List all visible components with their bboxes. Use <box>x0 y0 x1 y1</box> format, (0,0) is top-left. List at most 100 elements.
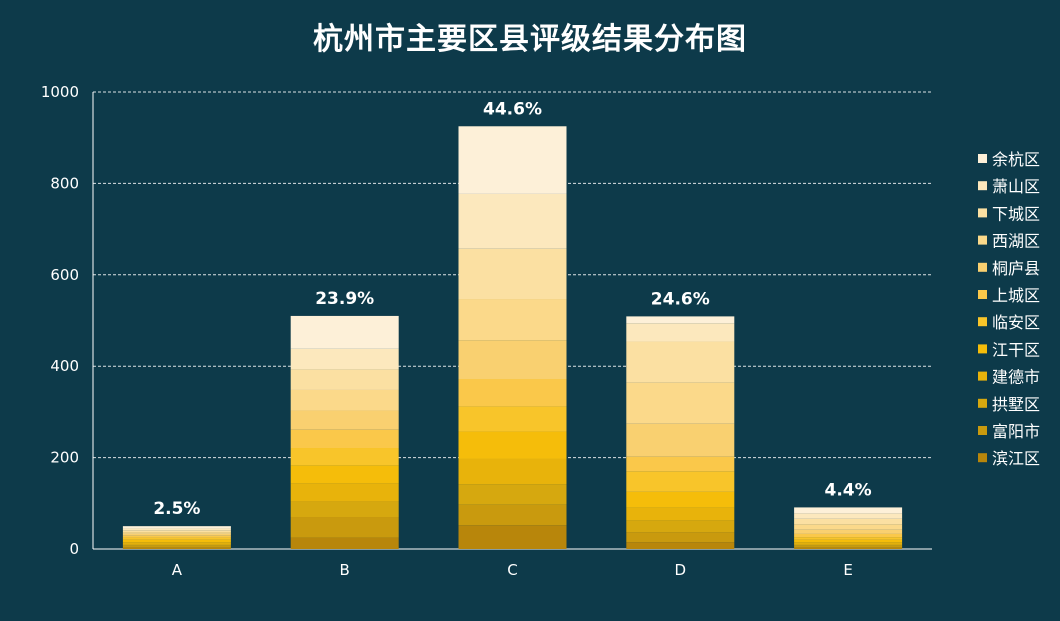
bar-segment-C-2 <box>458 504 567 526</box>
bar-segment-E-8 <box>794 529 903 534</box>
bar-segment-E-10 <box>794 518 903 525</box>
legend-swatch <box>978 290 987 299</box>
legend-swatch <box>978 208 987 218</box>
bar-segment-A-4 <box>122 542 231 544</box>
legend-label: 下城区 <box>992 204 1040 223</box>
bar-segment-D-7 <box>626 456 735 472</box>
legend-swatch <box>978 371 987 381</box>
bar-segment-A-7 <box>122 535 231 538</box>
bar-segment-B-7 <box>290 429 399 449</box>
legend-label: 临安区 <box>992 313 1040 332</box>
bar-segment-B-11 <box>290 348 399 370</box>
bar-segment-C-8 <box>458 340 567 379</box>
bar-data-label-E: 4.4% <box>825 480 872 500</box>
legend-swatch <box>978 398 987 408</box>
y-tick-label: 800 <box>50 174 79 192</box>
bar-segment-D-8 <box>626 423 735 457</box>
bar-segment-B-12 <box>290 315 399 349</box>
bar-data-label-B: 23.9% <box>315 289 374 309</box>
y-tick-label: 1000 <box>41 83 79 101</box>
bar-segment-D-3 <box>626 520 735 533</box>
bar-segment-C-6 <box>458 406 567 432</box>
legend-label: 富阳市 <box>992 422 1040 441</box>
legend-swatch <box>978 453 987 463</box>
bar-segment-E-1 <box>794 547 903 549</box>
bar-segment-A-10 <box>122 530 231 533</box>
bar-segment-E-11 <box>794 513 903 519</box>
bar-segment-E-9 <box>794 524 903 530</box>
bar-segment-C-3 <box>458 484 567 505</box>
bar-segment-A-11 <box>122 528 231 531</box>
bar-segment-E-7 <box>794 533 903 538</box>
bar-segment-D-2 <box>626 532 735 543</box>
x-tick-label-C: C <box>507 561 517 579</box>
bar-segment-A-2 <box>122 545 231 548</box>
legend-swatch <box>978 317 987 327</box>
bar-data-label-A: 2.5% <box>153 499 200 519</box>
bar-segment-E-6 <box>794 537 903 540</box>
legend-swatch <box>978 154 987 163</box>
bar-segment-D-12 <box>626 316 735 324</box>
y-tick-label: 400 <box>50 357 79 375</box>
bar-segment-D-10 <box>626 341 735 383</box>
bar-segment-B-3 <box>290 501 399 518</box>
bar-data-label-D: 24.6% <box>651 289 710 309</box>
bar-segment-E-12 <box>794 507 903 514</box>
legend-label: 建德市 <box>992 368 1040 387</box>
legend-label: 江干区 <box>992 340 1040 359</box>
bar-segment-A-9 <box>122 532 231 534</box>
bar-segment-C-4 <box>458 458 567 485</box>
legend-swatch <box>978 426 987 435</box>
legend-label: 萧山区 <box>992 177 1040 196</box>
bar-segment-A-3 <box>122 543 231 546</box>
bar-segment-B-6 <box>290 448 399 466</box>
bar-segment-B-8 <box>290 410 399 430</box>
bar-segment-A-8 <box>122 533 231 536</box>
bar-segment-E-3 <box>794 543 903 546</box>
bar-segment-D-5 <box>626 491 735 508</box>
legend-swatch <box>978 235 987 245</box>
bar-segment-D-6 <box>626 471 735 492</box>
bar-segment-E-5 <box>794 539 903 543</box>
bar-segment-C-10 <box>458 248 567 300</box>
bar-segment-C-5 <box>458 431 567 459</box>
chart-title: 杭州市主要区县评级结果分布图 <box>313 22 747 57</box>
bar-segment-C-7 <box>458 378 567 407</box>
x-tick-label-E: E <box>843 561 852 579</box>
legend-label: 西湖区 <box>992 232 1040 251</box>
y-tick-label: 200 <box>50 449 79 467</box>
y-tick-label: 600 <box>50 266 79 284</box>
bar-segment-E-2 <box>794 545 903 548</box>
bar-segment-B-5 <box>290 465 399 484</box>
bar-segment-B-1 <box>290 537 399 549</box>
bar-segment-B-2 <box>290 517 399 538</box>
bar-segment-A-12 <box>122 526 231 529</box>
bar-segment-D-9 <box>626 382 735 424</box>
legend-label: 滨江区 <box>992 449 1040 468</box>
bar-segment-D-11 <box>626 323 735 342</box>
bar-segment-A-1 <box>122 547 231 549</box>
bar-segment-D-1 <box>626 542 735 549</box>
bar-segment-B-9 <box>290 389 399 411</box>
y-tick-label: 0 <box>69 540 79 558</box>
bar-segment-B-4 <box>290 483 399 502</box>
legend-label: 余杭区 <box>992 150 1040 169</box>
legend-swatch <box>978 181 987 191</box>
bar-segment-C-12 <box>458 126 567 194</box>
bar-segment-D-4 <box>626 507 735 521</box>
legend-swatch <box>978 262 987 272</box>
legend-label: 上城区 <box>992 286 1040 305</box>
legend-swatch <box>978 344 987 354</box>
bar-segment-C-9 <box>458 299 567 341</box>
x-tick-label-D: D <box>675 561 687 579</box>
x-tick-label-A: A <box>172 561 183 579</box>
legend-label: 拱墅区 <box>992 395 1040 414</box>
legend-label: 桐庐县 <box>992 259 1040 278</box>
bar-segment-C-1 <box>458 525 567 549</box>
bar-segment-A-6 <box>122 537 231 540</box>
bar-segment-C-11 <box>458 193 567 249</box>
bar-segment-B-10 <box>290 369 399 390</box>
x-tick-label-B: B <box>340 561 350 579</box>
